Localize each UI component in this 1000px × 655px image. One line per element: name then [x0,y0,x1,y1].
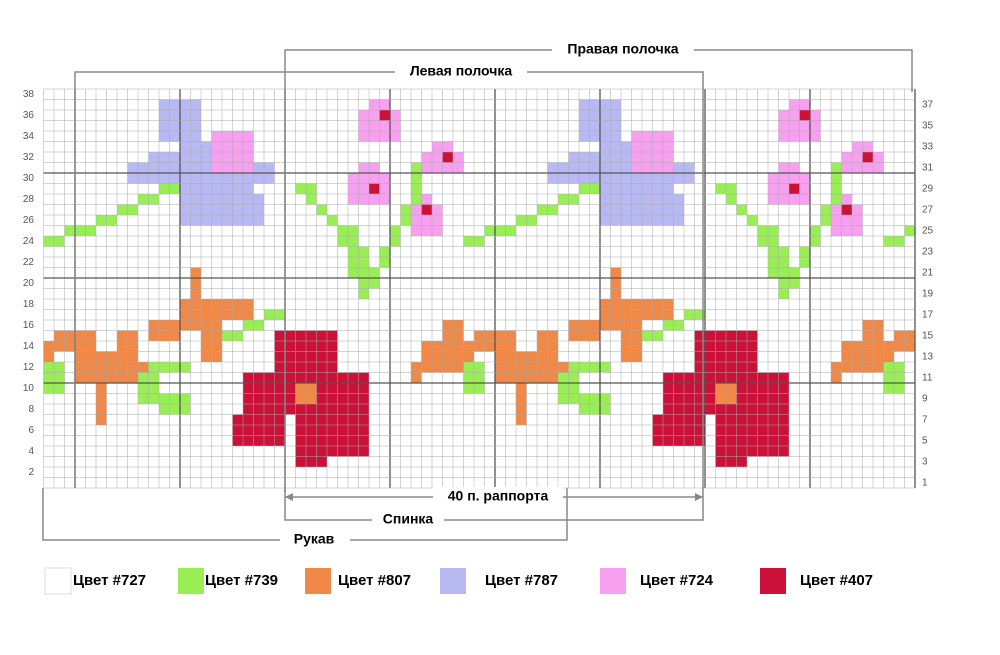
row-number: 37 [922,99,934,110]
stitch-block [169,320,201,331]
row-number: 21 [922,267,934,278]
stitch-block [715,456,747,467]
label-bg [280,530,350,550]
stitch-block [568,152,600,163]
row-number: 22 [23,257,35,268]
stitch-block [306,194,317,205]
stitch-block [190,267,201,299]
row-number: 30 [23,173,35,184]
row-number: 20 [23,278,35,289]
row-number: 24 [23,236,35,247]
stitch-block [841,194,852,205]
row-number: 5 [922,435,928,446]
stitch-block [610,267,621,299]
row-number: 2 [28,467,34,478]
row-number: 33 [922,141,934,152]
stitch-block [421,194,432,205]
stitch-block [904,225,915,236]
row-number: 4 [28,446,34,457]
stitch-block [442,152,453,163]
stitch-block [316,204,327,215]
stitch-block [232,414,285,446]
stitch-block [327,215,338,226]
legend-label: Цвет #787 [485,572,558,589]
sleeve-label: Рукав [294,531,335,547]
right-front-label: Правая полочка [567,41,678,57]
row-number: 36 [23,110,35,121]
row-numbers: 3836343230282624222018161412108642373533… [23,89,934,489]
stitch-block [862,152,873,163]
row-number: 19 [922,288,934,299]
label-bg [433,487,563,507]
stitch-block [652,414,705,446]
row-number: 18 [23,299,35,310]
legend-label: Цвет #739 [205,572,278,589]
legend-swatch [178,568,204,594]
row-number: 31 [922,162,934,173]
row-number: 26 [23,215,35,226]
legend-swatch [760,568,786,594]
label-bg [552,40,694,60]
row-number: 1 [922,477,928,488]
row-number: 34 [23,131,35,142]
row-number: 16 [23,320,35,331]
stitch-block [43,341,54,373]
row-number: 27 [922,204,934,215]
row-number: 6 [28,425,34,436]
legend-swatch [305,568,331,594]
legend-swatch [440,568,466,594]
stitch-block [726,194,737,205]
legend-label: Цвет #727 [73,572,146,589]
pattern-cells [43,99,915,467]
bracket [284,488,704,521]
row-number: 8 [28,404,34,415]
legend-label: Цвет #724 [640,572,714,589]
stitch-block [369,183,380,194]
legend-swatch [44,567,72,595]
row-number: 7 [922,414,928,425]
stitch-block [789,183,800,194]
label-bg [395,62,527,82]
row-number: 23 [922,246,934,257]
row-number: 29 [922,183,934,194]
row-number: 28 [23,194,35,205]
stitch-block [421,204,432,215]
stitch-block [484,225,495,236]
bracket [74,71,704,488]
back-label: Спинка [383,511,434,527]
row-number: 15 [922,330,934,341]
stitch-block [799,110,810,121]
left-front-label: Левая полочка [410,63,513,79]
row-number: 3 [922,456,928,467]
legend-label: Цвет #407 [800,572,873,589]
row-number: 13 [922,351,934,362]
stitch-block [64,225,75,236]
stitch-block [589,320,621,331]
legend-label: Цвет #807 [338,572,411,589]
row-number: 12 [23,362,35,373]
stitch-block [736,204,747,215]
stitch-block [295,456,327,467]
stitch-block [148,152,180,163]
stitch-block [747,215,758,226]
label-bg [372,510,444,530]
row-number: 11 [922,372,933,383]
row-number: 10 [23,383,35,394]
legend: Цвет #727 Цвет #739 Цвет #807 Цвет #787 Цвет… [44,567,873,595]
row-number: 35 [922,120,934,131]
row-number: 25 [922,225,934,236]
row-number: 17 [922,309,934,320]
row-number: 32 [23,152,35,163]
stitch-block [379,110,390,121]
legend-swatch [600,568,626,594]
row-number: 38 [23,89,35,100]
stitch-block [841,204,852,215]
repeat-label: 40 п. раппорта [448,488,549,504]
row-number: 14 [23,341,35,352]
row-number: 9 [922,393,928,404]
